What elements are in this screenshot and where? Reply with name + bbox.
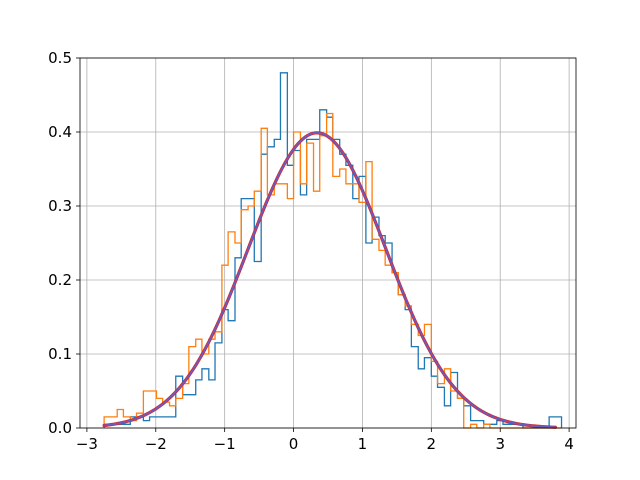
y-tick-label: 0.4	[48, 123, 72, 141]
histogram-step-series-1	[103, 72, 563, 429]
histogram-step-series-2	[103, 112, 562, 429]
series-layer	[102, 72, 563, 429]
y-tick-label: 0.2	[48, 271, 72, 289]
y-tick-label: 0.5	[48, 49, 72, 67]
axis-ticks: −3 −2 −1 0 1 2 3 4 0.0 0.1 0.2 0.3 0.4 0.5	[48, 49, 574, 453]
x-tick-label: 4	[564, 435, 574, 453]
x-tick-label: 1	[358, 435, 368, 453]
x-tick-label: 3	[495, 435, 505, 453]
y-tick-label: 0.1	[48, 345, 72, 363]
x-tick-label: −2	[145, 435, 167, 453]
y-tick-label: 0.3	[48, 197, 72, 215]
plot-frame	[79, 57, 577, 429]
density-curve-blue	[103, 131, 557, 429]
x-tick-label: 0	[289, 435, 299, 453]
x-tick-label: 2	[427, 435, 437, 453]
y-tick-label: 0.0	[48, 419, 72, 437]
x-tick-label: −1	[214, 435, 236, 453]
x-tick-label: −3	[76, 435, 98, 453]
